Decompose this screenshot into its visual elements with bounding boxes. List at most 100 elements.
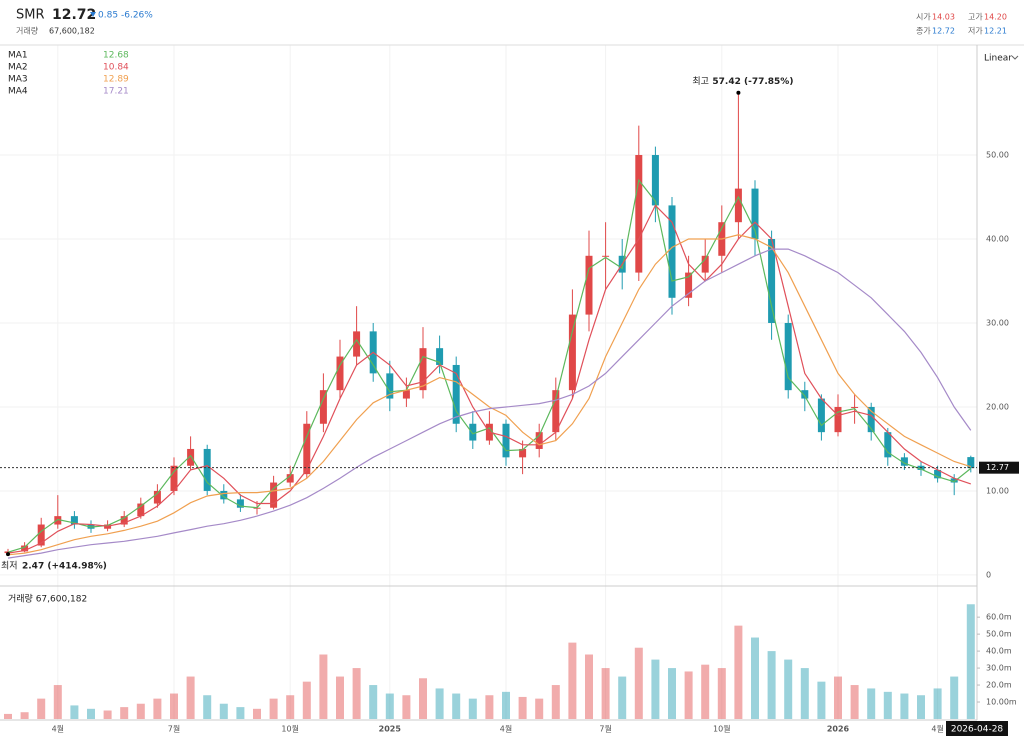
- candle-body: [336, 356, 344, 391]
- grid: [0, 45, 977, 720]
- ohlc-value: 12.21: [984, 27, 1007, 36]
- volume-bar: [452, 693, 461, 719]
- candle-body: [303, 423, 311, 475]
- volume-bar: [419, 678, 427, 719]
- ohlc-value: 14.20: [984, 13, 1007, 22]
- legend-value: 12.89: [103, 75, 129, 85]
- volume-bar: [834, 676, 842, 719]
- ma-line: [7, 178, 972, 553]
- candle-body: [768, 238, 776, 323]
- volume-bar: [385, 693, 394, 719]
- volume-bar: [684, 671, 693, 719]
- candle-body: [535, 432, 543, 449]
- volume-bar: [817, 681, 826, 719]
- volume-bar: [717, 668, 726, 719]
- change: 0.85: [98, 11, 118, 21]
- candle-body: [54, 516, 62, 525]
- volume-bar: [87, 708, 95, 719]
- y-tick-label: 20.00: [986, 402, 1009, 411]
- y-tick-label: 0: [986, 570, 991, 579]
- candle-body: [502, 423, 510, 458]
- down-arrow: [90, 12, 96, 17]
- candle-body: [220, 490, 228, 500]
- volume-bar: [585, 654, 593, 719]
- x-tick-label: 7월: [599, 724, 611, 734]
- scale-button[interactable]: Linear: [984, 54, 1012, 64]
- volume-bar: [203, 695, 212, 719]
- volume-bar: [867, 688, 876, 719]
- v-tick-label: 30.0m: [986, 664, 1012, 673]
- candle-body: [137, 503, 145, 517]
- legend-value: 17.21: [103, 87, 129, 97]
- high-text: 57.42 (-77.85%): [712, 77, 793, 87]
- candle-body: [585, 255, 593, 315]
- volume-bar: [751, 637, 759, 719]
- v-tick-label: 40.0m: [986, 647, 1012, 656]
- x-tick-label: 7월: [168, 724, 180, 734]
- change-pct: -6.26%: [121, 11, 153, 21]
- volume-bar: [269, 698, 278, 719]
- candle-body: [21, 545, 29, 552]
- v-tick-label: 50.0m: [986, 630, 1012, 639]
- volume-bar: [186, 676, 195, 719]
- candle-body: [834, 406, 842, 433]
- candle-body: [817, 398, 825, 433]
- y-tick-label: 10.00: [986, 486, 1009, 495]
- volume-bar: [668, 668, 676, 719]
- volume-bar: [219, 703, 228, 719]
- candle-body: [402, 390, 410, 399]
- candle-body: [37, 524, 45, 546]
- candle-body: [867, 406, 875, 433]
- candle-body: [552, 390, 560, 433]
- x-tick-label: 4월: [500, 724, 512, 734]
- candle-body: [602, 255, 610, 257]
- volume-bar: [618, 676, 627, 719]
- x-tick-label: 2026: [827, 725, 850, 734]
- ma-line: [7, 248, 972, 559]
- candle-body: [701, 255, 709, 273]
- volume-bar: [336, 676, 344, 719]
- volume-bar: [352, 668, 361, 719]
- candle-body: [170, 465, 178, 491]
- x-tick-label: 10월: [713, 724, 731, 734]
- y-tick-label: 50.00: [986, 151, 1009, 160]
- y-tick-label: 40.00: [986, 234, 1009, 243]
- x-tick-label: 4월: [52, 724, 64, 734]
- legend-label: MA1: [8, 51, 28, 61]
- price-tag: [979, 461, 1019, 474]
- volume-bar: [485, 695, 494, 719]
- volume-bar: [701, 664, 710, 719]
- symbol: SMR: [16, 8, 45, 23]
- candle-body: [153, 490, 161, 504]
- dropdown-icon[interactable]: [1011, 55, 1019, 60]
- candle-body: [452, 364, 460, 424]
- candle-body: [801, 390, 809, 399]
- candle-body: [934, 469, 942, 479]
- ma-line: [7, 234, 971, 556]
- candle-body: [734, 188, 742, 223]
- candle-body: [884, 432, 892, 458]
- ma-line: [7, 204, 971, 554]
- candle-body: [751, 188, 759, 239]
- ohlc-value: 12.72: [932, 27, 955, 36]
- ohlc-label: 시가: [916, 13, 931, 22]
- volume-bar: [535, 698, 544, 719]
- volume-bar: [4, 713, 12, 719]
- x-tick-label: 2025: [379, 725, 402, 734]
- volume-bar: [120, 707, 129, 719]
- candle-body: [651, 155, 659, 206]
- candle-body: [386, 373, 394, 399]
- ohlc-value: 14.03: [932, 13, 955, 22]
- volume-bar: [136, 703, 145, 719]
- volume-bar: [651, 659, 660, 719]
- volume-label: 거래량: [16, 26, 39, 36]
- volume-bar: [435, 688, 444, 719]
- candle-body: [851, 406, 859, 408]
- price-tag-label: 12.77: [986, 463, 1009, 472]
- v-tick-label: 60.0m: [986, 613, 1012, 622]
- y-tick-label: 30.00: [986, 318, 1009, 327]
- candle-body: [120, 516, 128, 525]
- volume-bar: [153, 698, 162, 719]
- volume-bar: [253, 708, 261, 719]
